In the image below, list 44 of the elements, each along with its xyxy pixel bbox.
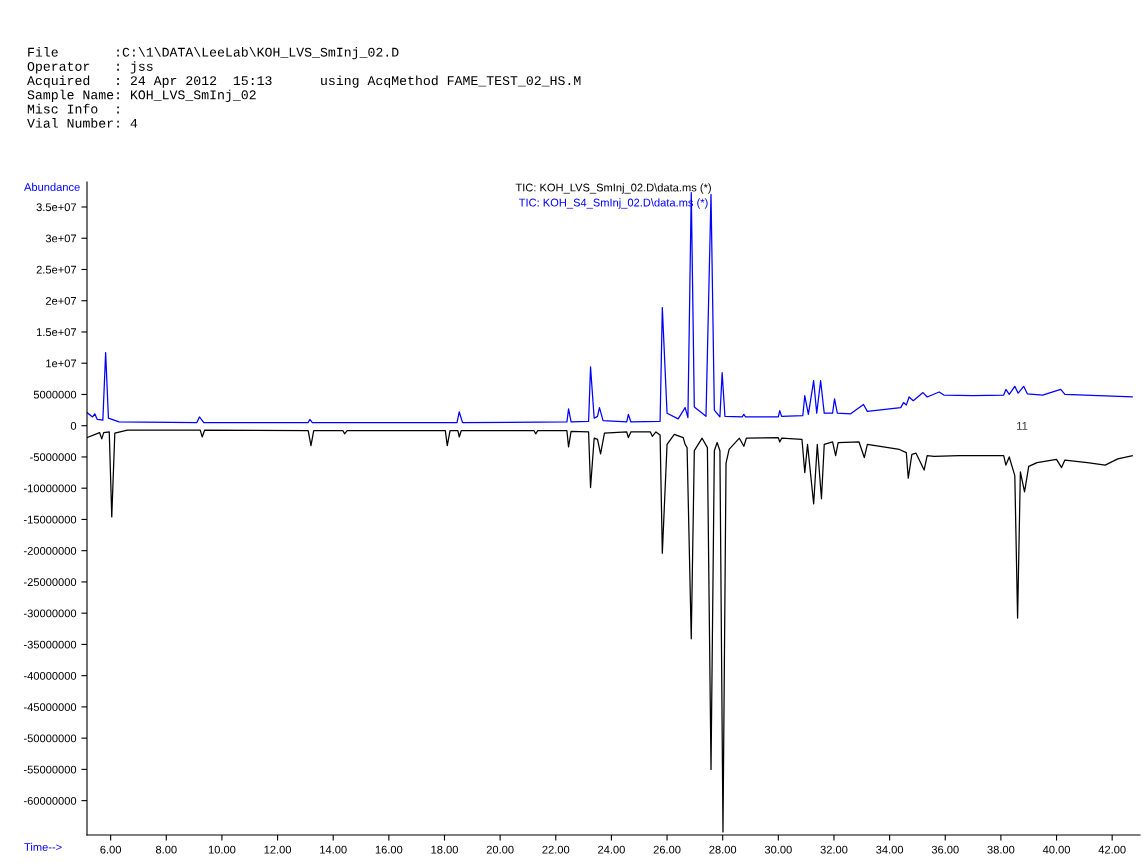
y-tick-label: 1e+07 — [46, 359, 77, 368]
text: TIC: KOH_LVS_SmInj_02.D\data.ms (*) — [515, 183, 711, 194]
x-tick-label: 34.00 — [876, 845, 904, 854]
x-tick-label: 16.00 — [375, 845, 403, 854]
y-tick-label: -30000000 — [23, 609, 77, 618]
x-tick-label: 40.00 — [1042, 845, 1071, 854]
y-tick-label: -25000000 — [23, 578, 77, 587]
y-tick-label: -5000000 — [30, 453, 77, 462]
x-tick-label: 10.00 — [208, 845, 236, 854]
y-tick-label: -40000000 — [23, 671, 77, 680]
y-tick-label: -15000000 — [23, 515, 77, 524]
y-tick-label: -60000000 — [23, 796, 77, 805]
x-tick-label: 6.00 — [100, 845, 122, 854]
y-tick-label: 3e+07 — [45, 234, 77, 243]
x-tick-label: 32.00 — [820, 845, 848, 854]
x-tick-label: 20.00 — [486, 845, 514, 854]
annotation: 11 — [1017, 422, 1028, 430]
x-tick-label: 8.00 — [155, 845, 177, 854]
y-tick-label: -55000000 — [23, 765, 77, 774]
y-tick-label: 2.5e+07 — [36, 265, 77, 274]
y-axis-title: Abundance — [24, 182, 80, 191]
x-tick-label: 12.00 — [264, 845, 292, 854]
y-tick-label: -35000000 — [23, 640, 77, 649]
x-tick-label: 22.00 — [542, 845, 570, 854]
x-tick-label: 26.00 — [653, 845, 681, 854]
x-tick-label: 30.00 — [764, 845, 792, 854]
x-tick-label: 36.00 — [931, 845, 959, 854]
y-tick-label: 3.5e+07 — [36, 203, 77, 212]
x-tick-label: 18.00 — [431, 845, 458, 854]
y-tick-label: 5000000 — [33, 390, 77, 399]
chart-title: File :C:\1\DATA\LeeLab\KOH_LVS_SmInj_02.D Operator : jss Acquired : 24 Apr 2012 15:13 using AcqMethod FAME_TEST_02_HS.M Sample Name: KOH_LVS_SmInj_02 Misc Info : Vial Number: 4 — [27, 47, 581, 128]
y-tick-label: -20000000 — [23, 546, 77, 555]
y-tick-label: 1.5e+07 — [36, 328, 77, 337]
x-tick-label: 42.00 — [1098, 845, 1126, 854]
x-tick-label: 24.00 — [598, 845, 625, 854]
y-tick-label: -10000000 — [23, 484, 77, 493]
x-tick-label: 28.00 — [709, 845, 737, 854]
x-tick-label: 38.00 — [987, 845, 1015, 854]
x-axis-title: Time--> — [24, 842, 62, 851]
x-tick-label: 14.00 — [320, 845, 347, 854]
y-tick-label: 0 — [70, 421, 77, 430]
y-tick-label: -45000000 — [23, 703, 77, 712]
y-tick-label: 2e+07 — [45, 296, 77, 305]
y-tick-label: -50000000 — [23, 734, 77, 743]
